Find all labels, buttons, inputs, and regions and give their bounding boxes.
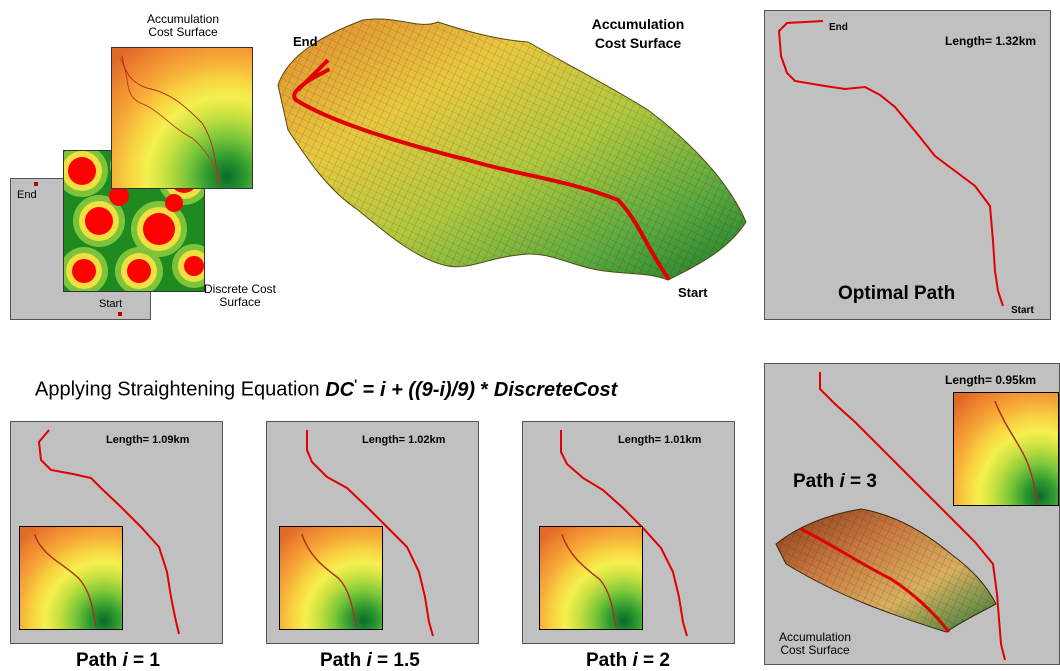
path-4-surface-3d [775,508,997,633]
path-panel-2: Length= 1.02km [266,421,479,644]
start-marker [118,312,122,316]
optimal-path-panel: End Length= 1.32km Optimal Path Start [764,10,1051,320]
optimal-length: Length= 1.32km [945,34,1037,48]
surface3d-end-label: End [293,34,318,49]
stack-discrete-label: Discrete Cost Surface [203,282,277,309]
equation-prefix: Applying Straightening Equation [35,378,326,401]
equation-prime: ' [354,376,358,391]
path-1-length: Length= 1.09km [106,434,190,446]
optimal-path-line [777,20,1004,307]
path-3-inset-map [539,526,643,630]
path-3-caption: Path i = 2 [586,650,670,671]
surface3d-title: Accumulation Cost Surface [591,16,685,51]
path-4-inset-map [953,392,1059,506]
surface3d-start-label: Start [678,285,708,300]
path-1-inset-map [19,526,123,630]
stack-accum-label: Accumulation Cost Surface [146,12,220,39]
equation-discretecost: DiscreteCost [493,378,618,401]
path-4-length: Length= 0.95km [945,373,1037,387]
stack-end-label: End [17,189,37,201]
path-line-3 [560,430,688,637]
path-panel-3: Length= 1.01km [522,421,735,644]
path-2-length: Length= 1.02km [362,434,446,446]
path-panel-4: Length= 0.95km Path i = 3 Accumulation C… [764,363,1060,665]
path-2-inset-map [279,526,383,630]
equation-lhs: DC [325,378,355,401]
optimal-caption: Optimal Path [838,283,956,304]
equation-i: i [380,378,386,401]
optimal-path-3d [292,68,670,280]
path-line-1 [37,429,180,635]
path-line-2 [306,430,434,637]
accum-path [121,55,219,185]
straightening-equation: Applying Straightening Equation DC' = i … [35,376,617,402]
path-panel-1: Length= 1.09km [10,421,223,644]
path-2-caption: Path i = 1.5 [320,650,420,671]
end-marker [34,182,38,186]
stack-start-label: Start [99,298,123,310]
path-4-surface-label: Accumulation Cost Surface [778,630,852,657]
path-line-4 [819,372,1006,661]
equation-star: * [480,378,494,401]
path-4-caption: Path i = 3 [793,471,877,492]
accumulation-surface-3d [268,10,748,310]
accumulation-surface-map [111,47,253,189]
equation-eq: = [357,378,380,401]
equation-rest: + ((9-i)/9) [385,378,481,401]
path-3-length: Length= 1.01km [618,434,702,446]
optimal-start-label: Start [1011,305,1034,316]
optimal-end-label: End [829,22,848,33]
path-1-caption: Path i = 1 [76,650,160,671]
